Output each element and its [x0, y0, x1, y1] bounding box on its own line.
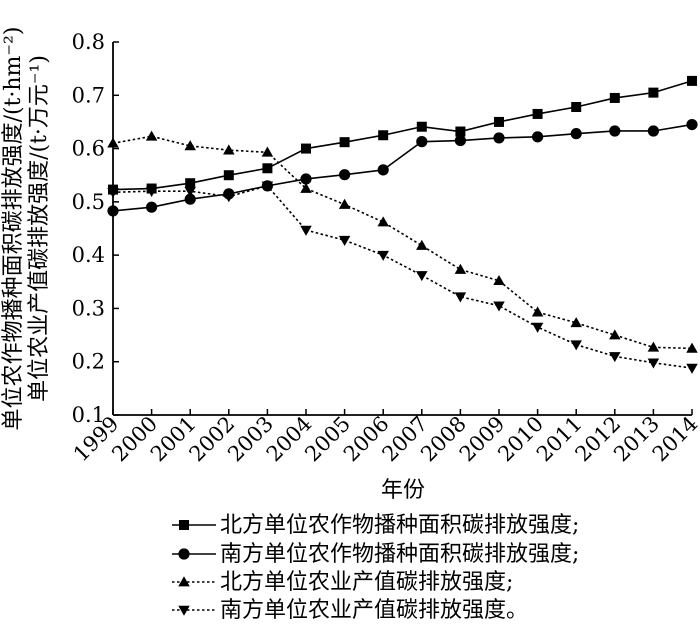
series-0-point-9 [455, 126, 466, 137]
series-2-point-1 [145, 130, 158, 141]
series-0-point-12 [571, 102, 582, 113]
legend-item-3: 南方单位农业产值碳排放强度。 [172, 598, 528, 623]
series-0-point-8 [416, 121, 427, 132]
y-tick-label-0: 0.1 [72, 403, 105, 427]
y-tick-label-4: 0.5 [72, 190, 105, 214]
series-2-point-6 [338, 198, 351, 209]
legend-marker-3 [178, 605, 190, 616]
series-1-line [112, 123, 693, 212]
series-3-point-6 [338, 235, 351, 246]
series-0-line [112, 80, 693, 191]
x-axis-title: 年份 [381, 478, 425, 503]
legend-label-1: 南方单位农作物播种面积碳排放强度; [220, 542, 579, 567]
series-2-point-9 [454, 263, 467, 274]
series-3-point-3 [223, 192, 235, 203]
series-2-point-3 [223, 144, 235, 155]
y-tick-label-6: 0.7 [72, 83, 105, 107]
series-1-point-1 [146, 201, 158, 213]
legend-marker-2 [178, 576, 190, 587]
series-1-point-13 [609, 125, 621, 137]
series-3-point-8 [416, 271, 428, 282]
series-1-point-15 [686, 118, 698, 131]
series-3-point-14 [647, 358, 660, 369]
series-1-point-8 [416, 136, 428, 148]
series-2-point-13 [609, 329, 621, 340]
series-0-point-13 [609, 92, 620, 103]
series-1-point-6 [339, 169, 351, 181]
series-0-point-6 [339, 137, 350, 148]
legend-item-2: 北方单位农业产值碳排放强度; [172, 570, 513, 595]
y-tick-label-7: 0.8 [72, 30, 105, 54]
series-1-point-11 [532, 131, 544, 143]
series-2 [107, 130, 698, 353]
series-2-point-5 [300, 182, 312, 193]
legend-marker-1 [178, 548, 190, 560]
series-2-point-0 [107, 137, 119, 148]
series-2-point-14 [647, 341, 660, 352]
series-2-point-4 [261, 146, 274, 157]
series-1-point-9 [454, 134, 466, 147]
series-1-point-2 [184, 193, 196, 205]
series-2-point-11 [531, 306, 544, 317]
series-0-point-3 [223, 170, 234, 181]
y-tick-label-3: 0.4 [72, 243, 105, 267]
series-1-point-14 [647, 125, 660, 137]
series-3-point-1 [145, 186, 158, 197]
series-2-point-10 [493, 274, 505, 286]
legend-label-0: 北方单位农作物播种面积碳排放强度; [220, 513, 579, 538]
y-tick-label-2: 0.3 [72, 296, 105, 320]
series-0-point-7 [378, 130, 389, 141]
series-2-point-8 [416, 239, 428, 250]
series-2-line [112, 135, 693, 350]
series-2-point-15 [686, 342, 698, 353]
series-1-point-10 [493, 132, 505, 144]
series-2-point-12 [570, 317, 582, 328]
legend-label-2: 北方单位农业产值碳排放强度; [220, 570, 513, 595]
series-0 [108, 75, 697, 195]
x-tick-label-15: 2014 [648, 412, 700, 467]
series-0-point-5 [301, 143, 311, 154]
series-3-point-0 [107, 187, 119, 199]
y-tick-label-1: 0.2 [72, 350, 105, 374]
legend: 北方单位农作物播种面积碳排放强度; 南方单位农作物播种面积碳排放强度; 北方单位农业… [172, 513, 579, 623]
series-3-point-11 [531, 322, 544, 333]
series-0-point-14 [648, 87, 659, 98]
series-0-point-4 [262, 163, 273, 174]
series-0-point-2 [185, 178, 196, 189]
legend-label-3: 南方单位农业产值碳排放强度。 [220, 598, 528, 623]
y-axis-title-line1: 单位农作物播种面积碳排放强度/(t·hm⁻²) [1, 27, 26, 431]
series-3-point-15 [686, 363, 698, 374]
series-2-point-7 [377, 216, 389, 227]
series-0-point-10 [494, 116, 504, 127]
series-0-point-15 [687, 75, 697, 86]
series-0-point-11 [532, 108, 543, 119]
series-3-point-4 [261, 181, 274, 192]
series-1-point-0 [107, 205, 119, 217]
y-axis-title-line2: 单位农业产值碳排放强度/(t·万元⁻¹) [27, 55, 52, 402]
series-3-point-9 [454, 292, 467, 303]
y-tick-label-5: 0.6 [72, 137, 105, 161]
series-3-point-5 [300, 225, 312, 236]
series-3-line [112, 184, 693, 369]
legend-marker-0 [179, 520, 189, 530]
legend-item-0: 北方单位农作物播种面积碳排放强度; [172, 513, 579, 538]
series-3 [107, 181, 698, 374]
series-3-point-12 [570, 340, 582, 351]
series-1-point-12 [570, 128, 582, 140]
series-1-point-7 [377, 164, 389, 176]
series-3-point-2 [184, 186, 196, 197]
series-3-point-7 [377, 250, 389, 261]
series-3-point-10 [493, 301, 505, 312]
series-1-point-5 [300, 173, 312, 185]
series-3-point-13 [609, 352, 621, 363]
legend-item-1: 南方单位农作物播种面积碳排放强度; [172, 542, 579, 567]
series-1 [107, 118, 698, 217]
series-2-point-2 [184, 140, 196, 151]
